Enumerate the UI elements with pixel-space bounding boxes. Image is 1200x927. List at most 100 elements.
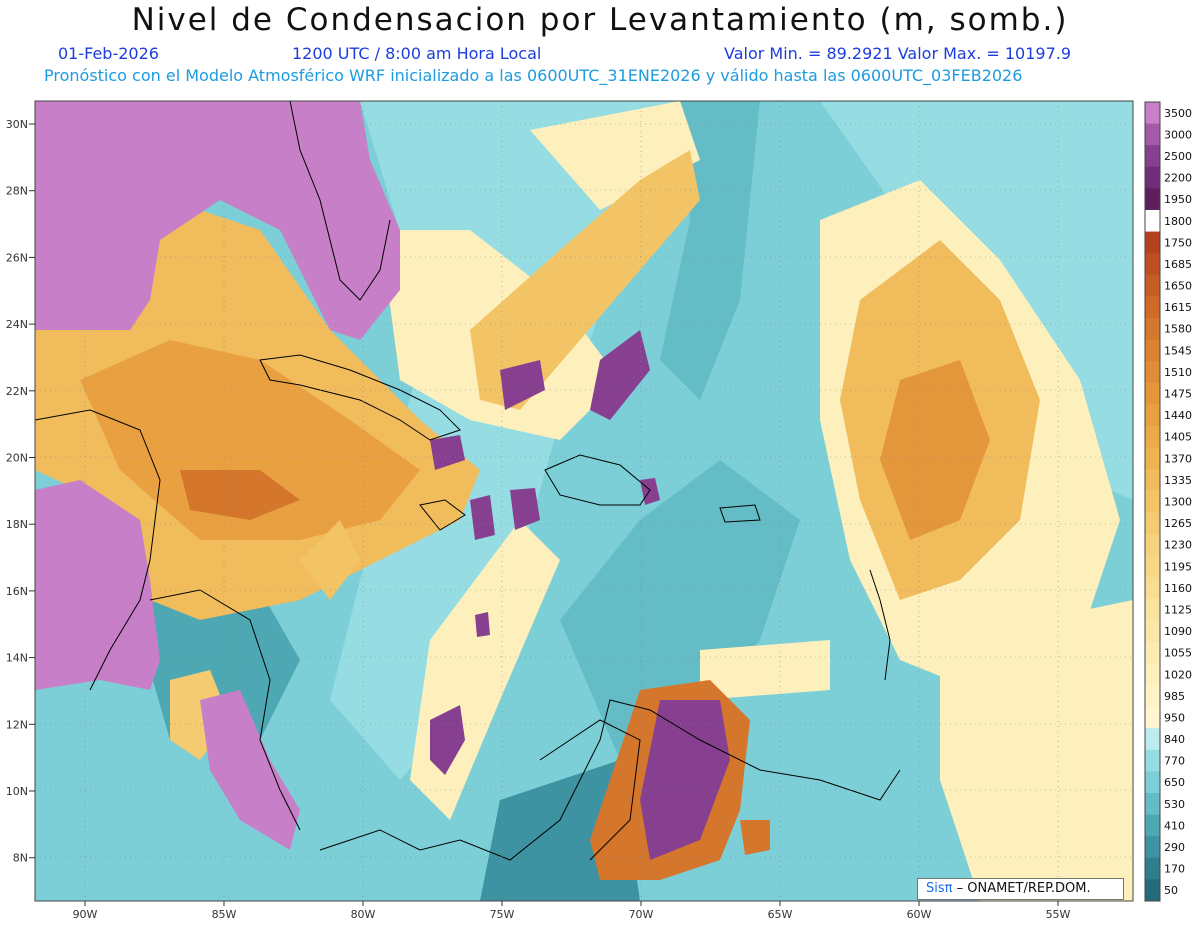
lat-tick-label: 26N bbox=[6, 251, 28, 264]
longitude-axis: 90W 85W 80W 75W 70W 65W 60W 55W bbox=[73, 901, 1071, 921]
colorbar-swatch bbox=[1145, 620, 1160, 643]
colorbar-label: 1300 bbox=[1164, 496, 1192, 509]
lat-tick-label: 10N bbox=[6, 785, 28, 798]
colorbar-label: 50 bbox=[1164, 884, 1178, 897]
lon-tick-label: 90W bbox=[73, 908, 98, 921]
colorbar-swatch bbox=[1145, 209, 1160, 233]
lat-tick-label: 30N bbox=[6, 118, 28, 131]
colorbar-label: 1055 bbox=[1164, 647, 1192, 660]
colorbar-label: 2200 bbox=[1164, 172, 1192, 185]
colorbar-swatch bbox=[1145, 706, 1160, 729]
colorbar-swatch bbox=[1145, 231, 1160, 254]
credit-brand: Sisπ bbox=[926, 881, 953, 896]
colorbar-swatch bbox=[1145, 728, 1160, 751]
colorbar-swatch bbox=[1145, 469, 1160, 492]
graticule bbox=[35, 101, 1133, 901]
colorbar-swatch bbox=[1145, 663, 1160, 686]
colorbar-swatch bbox=[1145, 253, 1160, 276]
map-frame bbox=[34, 100, 1134, 902]
coastlines bbox=[35, 101, 901, 861]
colorbar-frame bbox=[1144, 101, 1161, 902]
colorbar-label: 1020 bbox=[1164, 668, 1192, 681]
colorbar-label: 530 bbox=[1164, 798, 1185, 811]
lat-tick-label: 12N bbox=[6, 718, 28, 731]
colorbar-label: 1405 bbox=[1164, 431, 1192, 444]
colorbar-label: 1440 bbox=[1164, 409, 1192, 422]
colorbar-label: 170 bbox=[1164, 863, 1185, 876]
colorbar-label: 985 bbox=[1164, 690, 1185, 703]
lat-tick-label: 28N bbox=[6, 185, 28, 198]
colorbar-label: 1475 bbox=[1164, 388, 1192, 401]
colorbar-label: 1230 bbox=[1164, 539, 1192, 552]
colorbar-swatch bbox=[1145, 404, 1160, 427]
colorbar-swatch bbox=[1145, 145, 1160, 168]
colorbar-label: 1685 bbox=[1164, 258, 1192, 271]
colorbar-label: 650 bbox=[1164, 776, 1185, 789]
colorbar-label: 950 bbox=[1164, 711, 1185, 724]
lat-tick-label: 22N bbox=[6, 385, 28, 398]
credit-text: – ONAMET/REP.DOM. bbox=[952, 881, 1091, 896]
lat-tick-label: 20N bbox=[6, 452, 28, 465]
latitude-axis: 30N 28N 26N 24N 22N 20N 18N 16N 14N 12N 10N 8N bbox=[6, 118, 35, 865]
colorbar-swatch bbox=[1145, 274, 1160, 297]
lon-tick-label: 65W bbox=[768, 908, 793, 921]
colorbar-swatch bbox=[1145, 641, 1160, 664]
colorbar-label: 2500 bbox=[1164, 150, 1192, 163]
colorbar-swatch bbox=[1145, 382, 1160, 405]
lon-tick-label: 85W bbox=[212, 908, 237, 921]
lon-tick-label: 75W bbox=[490, 908, 515, 921]
colorbar-swatch bbox=[1145, 577, 1160, 600]
colorbar-label: 290 bbox=[1164, 841, 1185, 854]
colorbar-swatch bbox=[1145, 296, 1160, 319]
colorbar-swatch bbox=[1145, 879, 1160, 902]
lon-tick-label: 55W bbox=[1046, 908, 1071, 921]
colorbar-label: 1125 bbox=[1164, 603, 1192, 616]
credit-box: Sisπ – ONAMET/REP.DOM. bbox=[917, 878, 1124, 900]
colorbar-swatch bbox=[1145, 793, 1160, 816]
lat-tick-label: 14N bbox=[6, 652, 28, 665]
colorbar-swatch bbox=[1145, 447, 1160, 470]
colorbar-swatch bbox=[1145, 685, 1160, 708]
lon-tick-label: 70W bbox=[629, 908, 654, 921]
colorbar-swatch bbox=[1145, 533, 1160, 556]
colorbar-swatch bbox=[1145, 490, 1160, 513]
colorbar-swatch bbox=[1145, 814, 1160, 837]
lat-tick-label: 16N bbox=[6, 585, 28, 598]
colorbar-swatch bbox=[1145, 339, 1160, 362]
colorbar-label: 3500 bbox=[1164, 107, 1192, 120]
colorbar-swatch bbox=[1145, 598, 1160, 621]
min-max-values: Valor Min. = 89.2921 Valor Max. = 10197.… bbox=[724, 44, 1072, 63]
lon-tick-label: 80W bbox=[351, 908, 376, 921]
lat-tick-label: 18N bbox=[6, 518, 28, 531]
colorbar-label: 1950 bbox=[1164, 193, 1192, 206]
colorbar-label: 1615 bbox=[1164, 301, 1192, 314]
colorbar-label: 770 bbox=[1164, 755, 1185, 768]
lat-tick-label: 24N bbox=[6, 318, 28, 331]
colorbar-swatch bbox=[1145, 857, 1160, 880]
colorbar-swatch bbox=[1145, 749, 1160, 772]
colorbar-swatch bbox=[1145, 555, 1160, 578]
colorbar-label: 3000 bbox=[1164, 128, 1192, 141]
colorbar-label: 410 bbox=[1164, 819, 1185, 832]
colorbar-label: 1510 bbox=[1164, 366, 1192, 379]
colorbar-label: 1195 bbox=[1164, 560, 1192, 573]
colorbar-label: 1090 bbox=[1164, 625, 1192, 638]
colorbar-label: 1335 bbox=[1164, 474, 1192, 487]
forecast-date: 01-Feb-2026 bbox=[58, 44, 159, 63]
colorbar-swatch bbox=[1145, 512, 1160, 535]
colorbar-label: 1265 bbox=[1164, 517, 1192, 530]
colorbar-label: 1580 bbox=[1164, 323, 1192, 336]
forecast-time: 1200 UTC / 8:00 am Hora Local bbox=[292, 44, 542, 63]
colorbar-swatch bbox=[1145, 188, 1160, 211]
colorbar-label: 1650 bbox=[1164, 280, 1192, 293]
model-info: Pronóstico con el Modelo Atmosférico WRF… bbox=[44, 66, 1023, 85]
colorbar-label: 1160 bbox=[1164, 582, 1192, 595]
map-title: Nivel de Condensacion por Levantamiento … bbox=[131, 2, 1069, 38]
colorbar-swatch bbox=[1145, 425, 1160, 449]
colorbar: 3500 3000 2500 2200 1950 1800 1750 1685 1650 1615… bbox=[1144, 101, 1192, 902]
colorbar-label: 1545 bbox=[1164, 344, 1192, 357]
colorbar-label: 1370 bbox=[1164, 452, 1192, 465]
colorbar-swatch bbox=[1145, 166, 1160, 189]
colorbar-label: 840 bbox=[1164, 733, 1185, 746]
